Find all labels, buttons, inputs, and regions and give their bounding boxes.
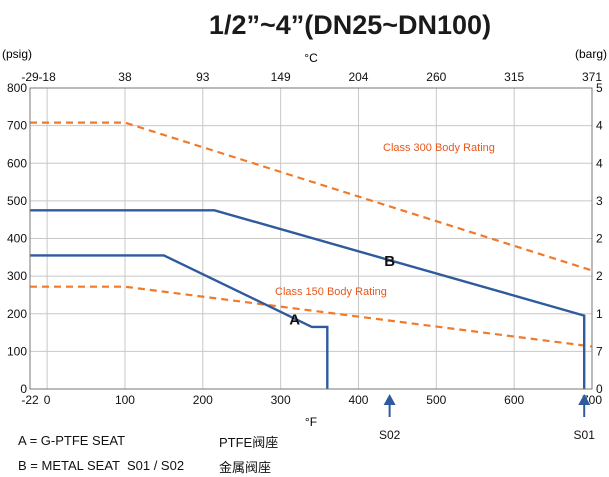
plot-frame bbox=[29, 87, 593, 390]
x-tick-label-f: 500 bbox=[426, 393, 446, 407]
y-tick-label-barg: 3 bbox=[596, 194, 603, 208]
legend-line-a-cn: PTFE阀座 bbox=[219, 435, 279, 450]
x-tick-label-c: 38 bbox=[118, 70, 132, 84]
y-tick-label-barg: 7 bbox=[596, 344, 603, 358]
y-tick-label-barg: 5 bbox=[596, 81, 603, 95]
x-tick-label-f: 400 bbox=[348, 393, 368, 407]
y-tick-label-psig: 500 bbox=[7, 194, 27, 208]
y-tick-label-psig: 200 bbox=[7, 307, 27, 321]
series-line-b bbox=[30, 209, 586, 389]
y-tick-label-psig: 700 bbox=[7, 119, 27, 133]
legend-line-b-cn: 金属阀座 bbox=[219, 460, 272, 475]
x-tick-label-f: 300 bbox=[271, 393, 291, 407]
y-tick-label-psig: 100 bbox=[7, 344, 27, 358]
marker-label-s02: S02 bbox=[379, 428, 401, 442]
y-tick-label-barg: 4 bbox=[596, 156, 603, 170]
x-tick-label-f: 100 bbox=[115, 393, 135, 407]
y-tick-label-barg: 0 bbox=[596, 382, 603, 396]
marker-label-s01: S01 bbox=[574, 428, 596, 442]
marker-arrow-head bbox=[383, 394, 396, 405]
x-tick-label-f: 0 bbox=[44, 393, 51, 407]
y-tick-label-barg: 2 bbox=[596, 232, 603, 246]
legend-line-b: B = METAL SEAT S01 / S02 bbox=[18, 458, 185, 473]
x-tick-label-f: -22 bbox=[21, 393, 39, 407]
y-tick-label-psig: 600 bbox=[7, 156, 27, 170]
right-unit-label: (barg) bbox=[575, 47, 607, 61]
x-tick-label-c: -29 bbox=[21, 70, 39, 84]
y-tick-label-psig: 300 bbox=[7, 269, 27, 283]
x-tick-label-c: 93 bbox=[196, 70, 210, 84]
class-300-label: Class 300 Body Rating bbox=[383, 142, 495, 154]
x-tick-label-c: 204 bbox=[348, 70, 368, 84]
chart-title: 1/2”~4”(DN25~DN100) bbox=[209, 10, 491, 40]
x-tick-label-c: -18 bbox=[38, 70, 56, 84]
series-line-class-300-body-rating bbox=[30, 121, 593, 272]
top-unit-label: °C bbox=[304, 51, 318, 65]
y-tick-label-barg: 4 bbox=[596, 119, 603, 133]
y-tick-label-barg: 1 bbox=[596, 307, 603, 321]
class-150-label: Class 150 Body Rating bbox=[275, 286, 387, 298]
left-unit-label: (psig) bbox=[2, 47, 32, 61]
x-tick-label-c: 315 bbox=[504, 70, 524, 84]
series-line-a bbox=[30, 254, 329, 389]
x-tick-label-c: 149 bbox=[271, 70, 291, 84]
x-tick-label-c: 260 bbox=[426, 70, 446, 84]
curve-label-a: A bbox=[289, 311, 300, 328]
x-tick-label-c: 371 bbox=[582, 70, 602, 84]
annotations: Class 300 Body Rating Class 150 Body Rati… bbox=[275, 142, 595, 442]
y-tick-label-psig: 400 bbox=[7, 232, 27, 246]
y-tick-label-psig: 800 bbox=[7, 81, 27, 95]
x-tick-label-f: 200 bbox=[193, 393, 213, 407]
legend-line-a: A = G-PTFE SEAT bbox=[18, 433, 126, 448]
y-tick-label-psig: 0 bbox=[20, 382, 27, 396]
y-tick-label-barg: 2 bbox=[596, 269, 603, 283]
x-tick-label-f: 600 bbox=[504, 393, 524, 407]
bottom-unit-label: °F bbox=[305, 415, 317, 429]
curve-label-b: B bbox=[384, 253, 395, 270]
series-line-class-150-body-rating bbox=[30, 285, 593, 348]
marker-arrow-head bbox=[578, 394, 591, 405]
series-group bbox=[30, 121, 593, 389]
